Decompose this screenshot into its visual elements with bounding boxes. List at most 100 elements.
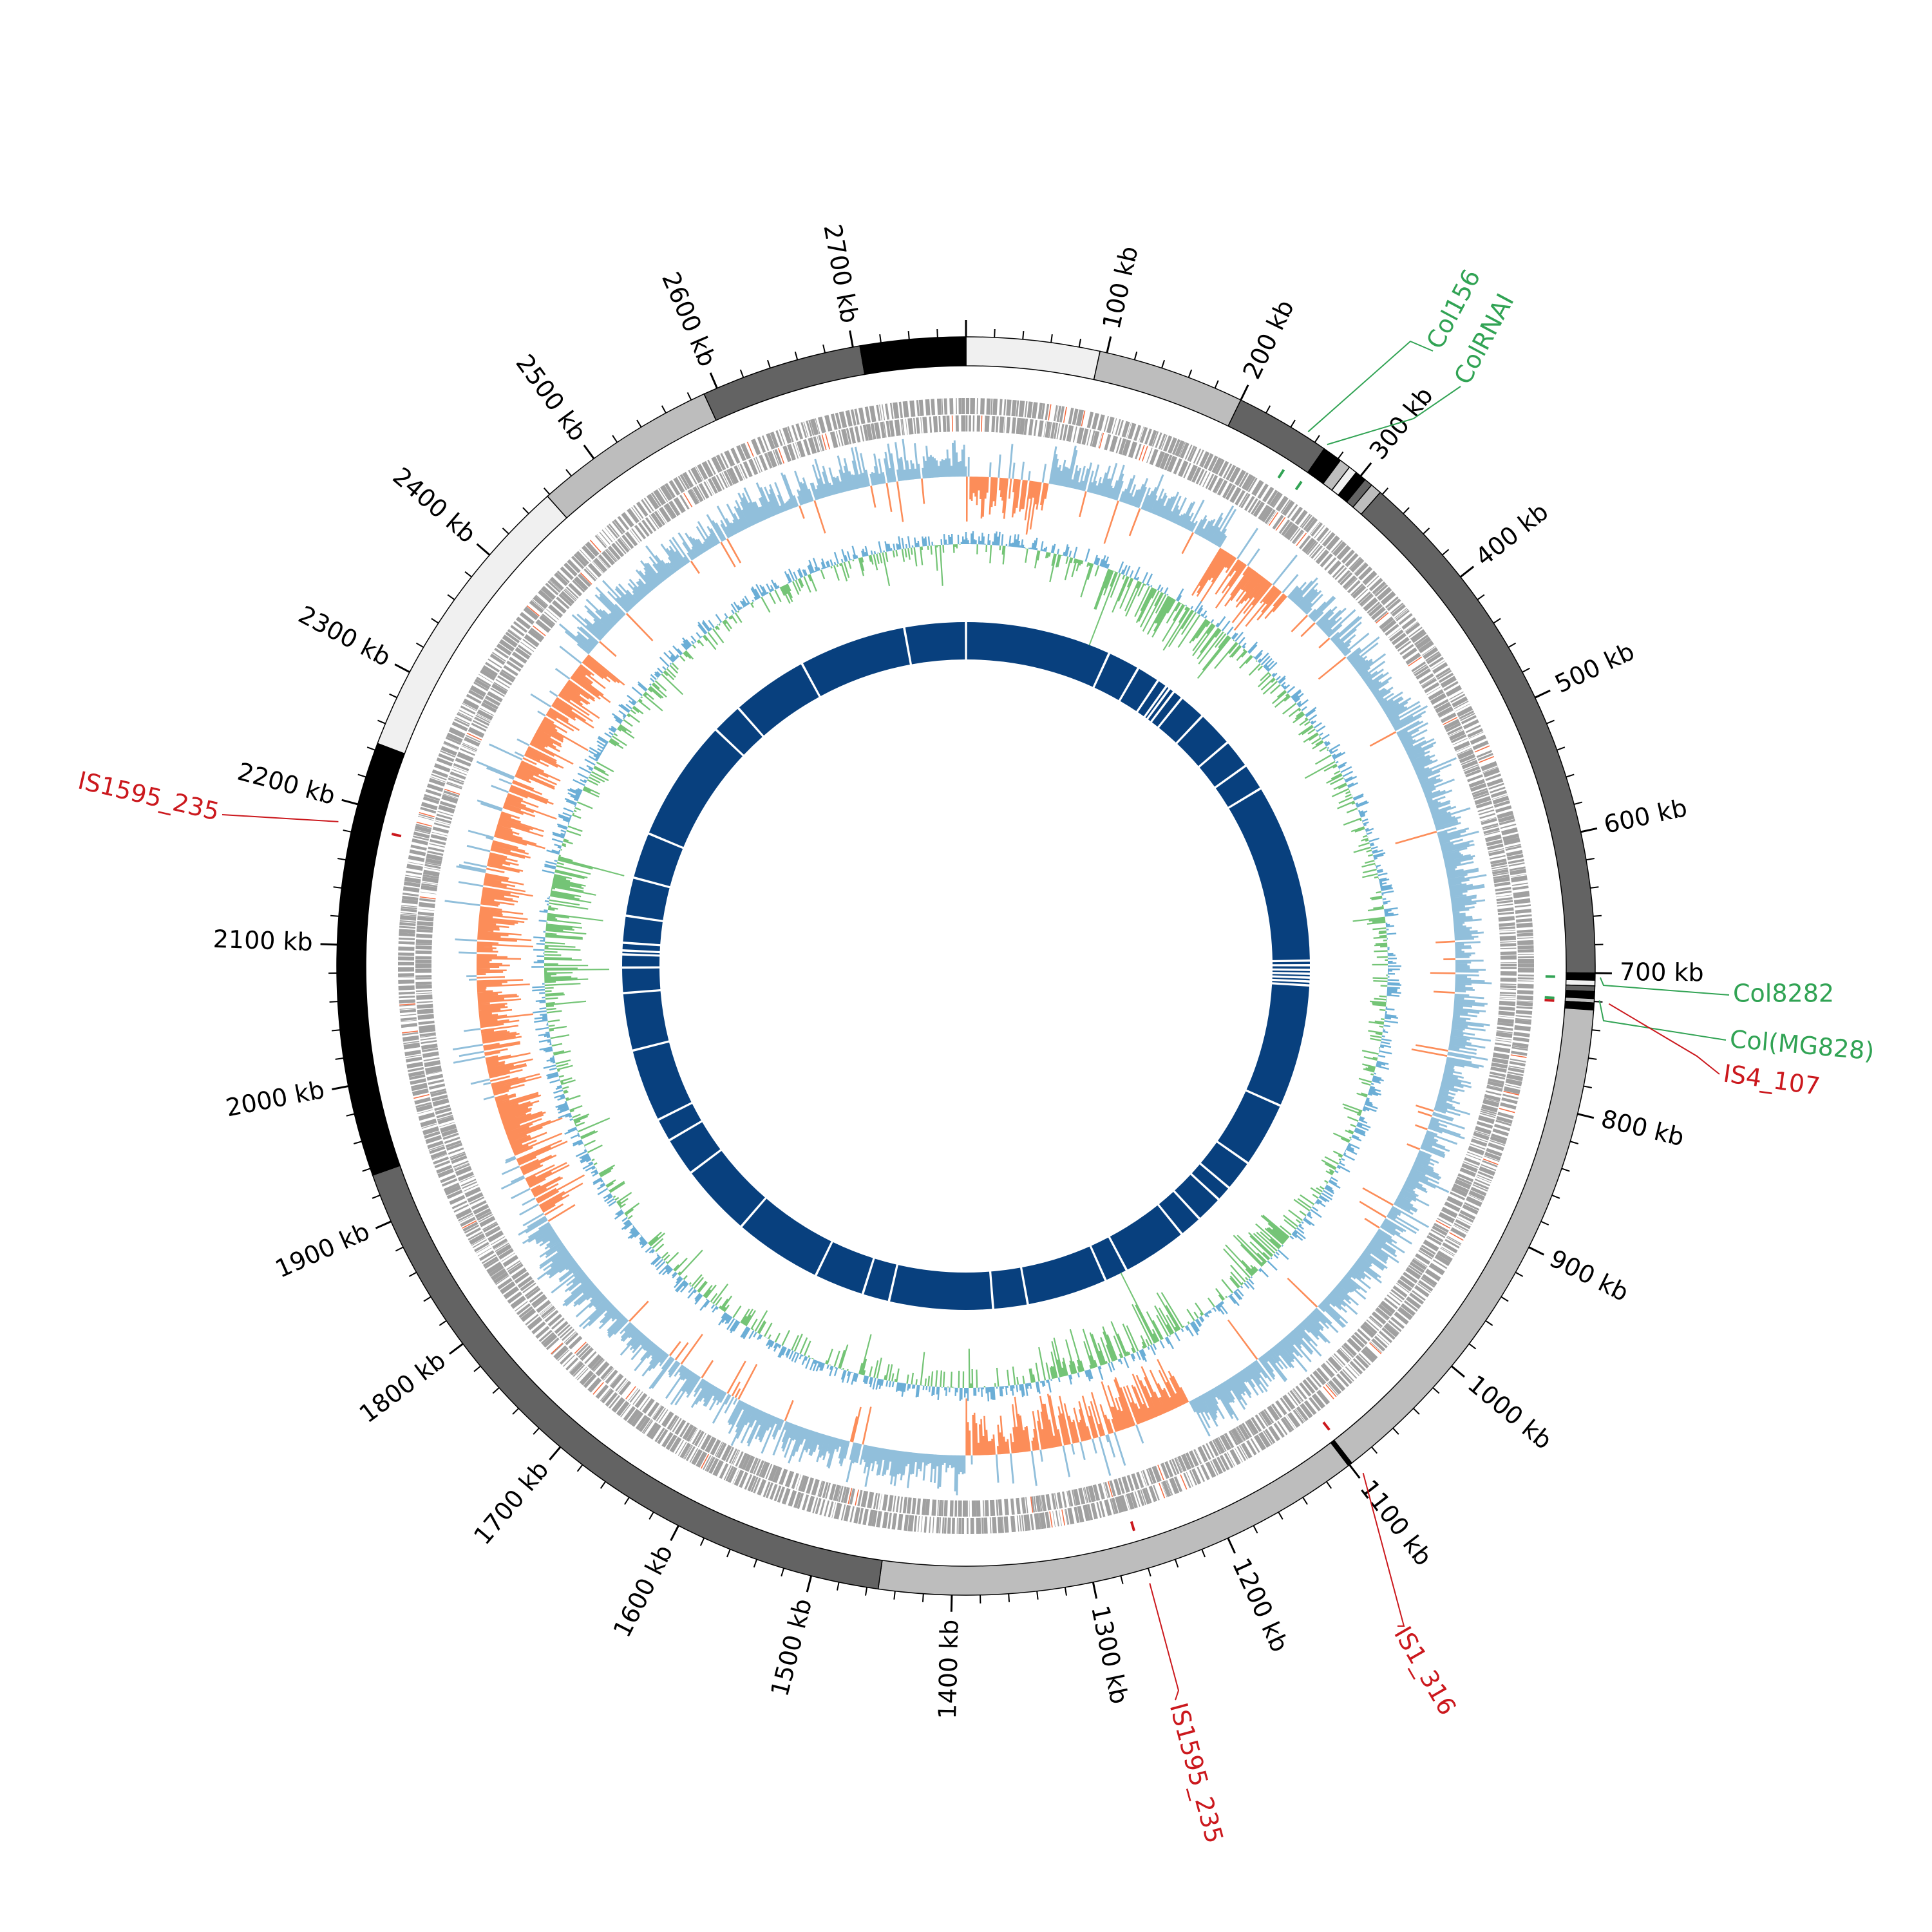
- minor-tick: [766, 359, 771, 368]
- gc-skew-track: [531, 531, 1401, 1402]
- inner-ring-block: [692, 1151, 765, 1226]
- minor-tick: [1540, 1220, 1549, 1226]
- major-tick: [1240, 384, 1249, 401]
- minor-tick: [1561, 1168, 1570, 1172]
- inner-ring-block: [623, 991, 669, 1050]
- feature-marker: [1294, 480, 1303, 491]
- minor-tick: [822, 344, 826, 354]
- tick-label: 800 kb: [1598, 1104, 1687, 1152]
- minor-tick: [464, 571, 472, 578]
- inner-ring-block: [1175, 1175, 1218, 1218]
- annotation-label: Col8282: [1733, 980, 1834, 1008]
- inner-ring-block: [1272, 977, 1310, 981]
- minor-tick: [636, 419, 642, 428]
- annotation-leader-line: [222, 814, 339, 822]
- major-tick: [1106, 336, 1112, 354]
- minor-tick: [395, 1246, 404, 1252]
- inner-ring-block: [905, 622, 965, 665]
- annotation-leader-line: [1307, 340, 1434, 433]
- minor-tick: [1413, 1408, 1420, 1415]
- minor-tick: [893, 1591, 896, 1600]
- minor-tick: [612, 435, 618, 443]
- annotation-label: IS1_316: [1388, 1622, 1462, 1720]
- inner-ring-block: [1145, 687, 1169, 719]
- annotation-leader-line: [1599, 977, 1730, 996]
- major-tick: [583, 444, 595, 460]
- inner-ring-block: [622, 951, 660, 955]
- inner-ring-block: [1159, 1191, 1199, 1233]
- minor-tick: [423, 1296, 431, 1302]
- minor-tick: [357, 773, 366, 778]
- minor-tick: [522, 507, 529, 515]
- minor-tick: [1290, 419, 1296, 428]
- annotation-leader-line: [1149, 1583, 1180, 1701]
- minor-tick: [1566, 773, 1575, 778]
- minor-tick: [1278, 1511, 1283, 1520]
- major-tick: [394, 663, 410, 674]
- inner-ring-block: [1094, 654, 1137, 701]
- minor-tick: [1573, 801, 1583, 805]
- inner-ring-block: [1022, 1246, 1105, 1304]
- minor-tick: [492, 1387, 500, 1394]
- inner-ring-block: [1120, 668, 1157, 712]
- major-tick: [1580, 827, 1598, 833]
- feature-marker: [1322, 1421, 1331, 1431]
- minor-tick: [1477, 594, 1485, 600]
- minor-tick: [329, 1001, 338, 1003]
- major-tick: [1577, 1113, 1595, 1119]
- inner-ring-block: [1272, 981, 1310, 985]
- inner-ring-block: [622, 968, 661, 992]
- minor-tick: [389, 693, 397, 699]
- inner-ring-block: [1215, 766, 1260, 807]
- feature-marker: [391, 833, 402, 838]
- major-tick: [476, 543, 491, 556]
- major-tick: [449, 1343, 464, 1355]
- minor-tick: [1569, 1141, 1579, 1144]
- minor-tick: [753, 1559, 758, 1567]
- minor-tick: [1551, 1195, 1560, 1199]
- tick-label: 2700 kb: [818, 222, 864, 325]
- minor-tick: [1371, 1446, 1378, 1454]
- tick-label: 1000 kb: [1463, 1370, 1558, 1455]
- minor-tick: [1468, 1343, 1477, 1350]
- minor-tick: [1120, 1575, 1124, 1584]
- annotation-leader-line: [1598, 1000, 1727, 1041]
- minor-tick: [1594, 1001, 1603, 1003]
- inner-ring-block: [1272, 961, 1310, 965]
- inner-ring-block: [1229, 789, 1310, 960]
- contig-segment: [1227, 399, 1325, 473]
- tick-label: 400 kb: [1470, 497, 1553, 571]
- inner-ring-block: [1091, 1237, 1126, 1280]
- minor-tick: [1557, 746, 1566, 751]
- minor-tick: [333, 886, 342, 889]
- tick-label: 700 kb: [1620, 958, 1704, 987]
- inner-ring-block: [890, 1265, 992, 1310]
- minor-tick: [1064, 1587, 1067, 1596]
- inner-ring-block: [1110, 1205, 1181, 1270]
- major-tick: [1092, 1582, 1098, 1599]
- tick-label: 200 kb: [1237, 296, 1300, 384]
- inner-ring-block: [802, 628, 910, 696]
- inner-ring-block: [670, 1122, 721, 1172]
- major-tick: [549, 1446, 562, 1461]
- gc-skew-negative: [544, 544, 1388, 1388]
- inner-ring-block: [991, 1267, 1027, 1309]
- minor-tick: [415, 642, 424, 649]
- minor-tick: [837, 1582, 840, 1591]
- minor-tick: [699, 1537, 705, 1546]
- inner-ring-block: [1148, 689, 1173, 721]
- gc-skew-positive: [531, 531, 1401, 1402]
- annotation-label: IS4_107: [1721, 1059, 1822, 1101]
- minor-tick: [1314, 435, 1320, 443]
- minor-tick: [1265, 405, 1271, 413]
- feature-marker: [1130, 1521, 1135, 1531]
- inner-ring-block: [1246, 984, 1310, 1105]
- inner-ring-block: [1151, 692, 1181, 727]
- minor-tick: [687, 392, 692, 401]
- inner-ring-block: [742, 1198, 831, 1275]
- minor-tick: [377, 719, 386, 724]
- minor-tick: [343, 829, 352, 833]
- inner-ring-block: [626, 878, 670, 920]
- minor-tick: [1522, 667, 1530, 673]
